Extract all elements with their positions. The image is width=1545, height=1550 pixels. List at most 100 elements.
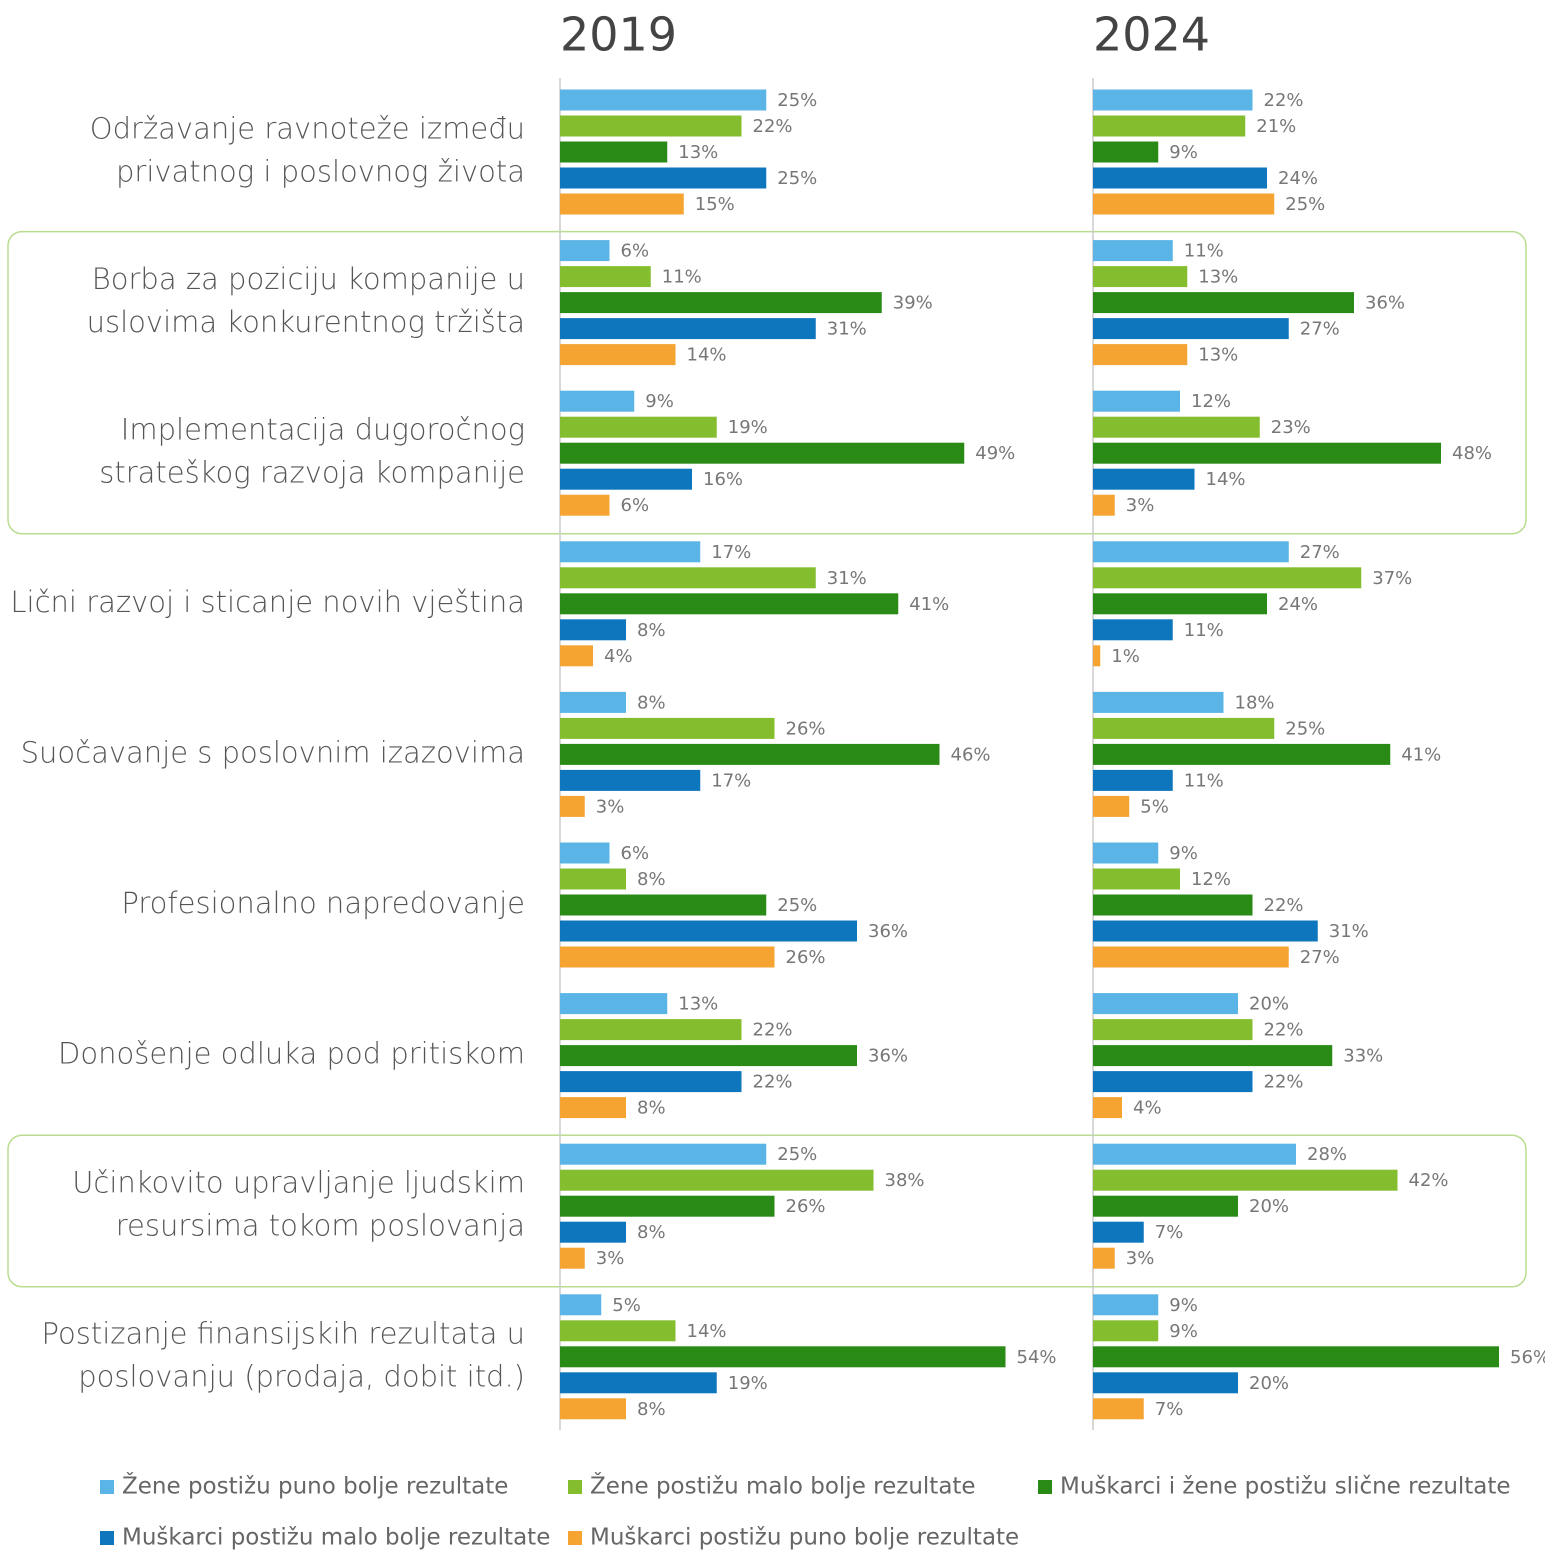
bar [560, 593, 899, 615]
bar [1093, 920, 1318, 942]
value-label: 36% [1365, 293, 1405, 314]
bar [1093, 691, 1224, 713]
value-label: 41% [909, 594, 949, 615]
bar [560, 645, 593, 667]
value-label: 9% [1169, 1321, 1198, 1342]
bar [560, 993, 668, 1015]
value-label: 24% [1278, 594, 1318, 615]
category-label: Lični razvoj i sticanje novih vještina [10, 585, 525, 619]
bar [1093, 541, 1289, 563]
value-label: 19% [728, 417, 768, 438]
legend-label: Žene postižu malo bolje rezultate [590, 1472, 976, 1500]
bar [560, 167, 767, 189]
value-label: 25% [777, 1144, 817, 1165]
value-label: 9% [1169, 142, 1198, 163]
value-label: 18% [1235, 692, 1275, 713]
bar [1093, 1195, 1238, 1217]
bar [1093, 868, 1180, 890]
value-label: 26% [786, 718, 826, 739]
value-label: 3% [596, 796, 625, 817]
bar [1093, 1346, 1499, 1368]
bar [560, 442, 965, 464]
value-label: 13% [1198, 267, 1238, 288]
bar [560, 1372, 717, 1394]
value-label: 17% [711, 542, 751, 563]
bar [1093, 89, 1253, 111]
value-label: 22% [1264, 90, 1304, 111]
bar [1093, 1247, 1115, 1269]
value-label: 1% [1111, 646, 1140, 667]
bar [560, 541, 701, 563]
bar [560, 1143, 767, 1165]
bar [1093, 743, 1391, 765]
bar [560, 567, 816, 589]
value-label: 8% [637, 1399, 666, 1420]
bar [1093, 993, 1238, 1015]
bar [1093, 1019, 1253, 1041]
bar [1093, 946, 1289, 968]
value-label: 38% [885, 1170, 925, 1191]
bar [1093, 1169, 1398, 1191]
category-label: Postizanje finansijskih rezultata u poslo… [42, 1316, 525, 1393]
value-label: 12% [1191, 869, 1231, 890]
category-label: Donošenje odluka pod pritiskom [58, 1037, 525, 1071]
legend-label: Žene postižu puno bolje rezultate [122, 1472, 508, 1500]
value-label: 31% [827, 319, 867, 340]
bar [560, 416, 717, 438]
value-label: 9% [645, 391, 674, 412]
value-label: 26% [786, 947, 826, 968]
value-label: 23% [1271, 417, 1311, 438]
value-label: 11% [1184, 620, 1224, 641]
value-label: 11% [662, 267, 702, 288]
bar [560, 1247, 585, 1269]
value-label: 8% [637, 692, 666, 713]
value-label: 11% [1184, 241, 1224, 262]
value-label: 37% [1372, 568, 1412, 589]
value-label: 13% [678, 994, 718, 1015]
value-label: 22% [1264, 1072, 1304, 1093]
value-label: 9% [1169, 843, 1198, 864]
bar [1093, 1398, 1144, 1420]
bar [560, 89, 767, 111]
value-label: 36% [868, 1046, 908, 1067]
value-label: 22% [753, 1020, 793, 1041]
bar [1093, 167, 1267, 189]
legend-label: Muškarci i žene postižu slične rezultate [1060, 1474, 1511, 1500]
bar [560, 920, 857, 942]
chart-title: 2019 [560, 8, 677, 62]
bar [560, 717, 775, 739]
bar [560, 946, 775, 968]
value-label: 4% [1133, 1098, 1162, 1119]
bar [1093, 1097, 1122, 1119]
value-label: 27% [1300, 319, 1340, 340]
bar [1093, 240, 1173, 262]
category-label: Borba za poziciju kompanije u uslovima ko… [87, 262, 525, 339]
bar [1093, 1071, 1253, 1093]
value-label: 15% [695, 194, 735, 215]
value-label: 27% [1300, 542, 1340, 563]
value-label: 8% [637, 869, 666, 890]
bar [560, 1398, 626, 1420]
value-label: 54% [1017, 1347, 1057, 1368]
bar [1093, 894, 1253, 916]
value-label: 5% [1140, 796, 1169, 817]
value-label: 9% [1169, 1295, 1198, 1316]
value-label: 27% [1300, 947, 1340, 968]
value-label: 19% [728, 1373, 768, 1394]
bar [1093, 1320, 1159, 1342]
value-label: 22% [1264, 1020, 1304, 1041]
bar [1093, 567, 1362, 589]
bar [1093, 344, 1188, 366]
bar [1093, 1045, 1333, 1067]
value-label: 14% [687, 345, 727, 366]
value-label: 31% [827, 568, 867, 589]
bar [1093, 593, 1267, 615]
bar [560, 1019, 742, 1041]
value-label: 21% [1256, 116, 1296, 137]
bar [1093, 266, 1188, 288]
value-label: 14% [687, 1321, 727, 1342]
bar [1093, 1143, 1296, 1165]
bar [1093, 468, 1195, 490]
bar [1093, 193, 1275, 215]
bar [1093, 1372, 1238, 1394]
